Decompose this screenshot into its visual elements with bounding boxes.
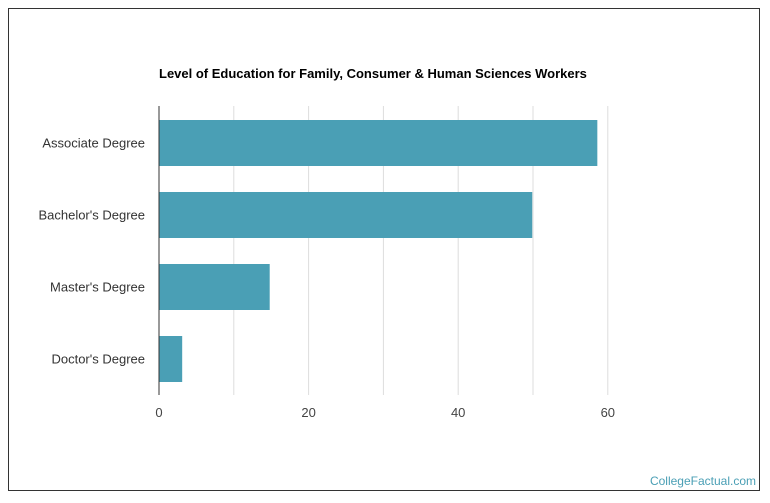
x-tick-label: 0 bbox=[155, 405, 162, 420]
x-tick-label: 60 bbox=[601, 405, 615, 420]
category-labels: Associate Degree Bachelor's Degree Master'… bbox=[38, 136, 145, 367]
x-tick-label: 40 bbox=[451, 405, 465, 420]
category-label: Bachelor's Degree bbox=[38, 208, 145, 223]
tick-labels: 0 20 40 60 bbox=[155, 405, 615, 420]
bar[interactable] bbox=[159, 192, 533, 238]
chart-title: Level of Education for Family, Consumer … bbox=[159, 66, 587, 81]
bar[interactable] bbox=[159, 336, 183, 382]
bars bbox=[159, 120, 598, 382]
watermark-link[interactable]: CollegeFactual.com bbox=[649, 474, 756, 488]
chart-frame bbox=[8, 8, 760, 491]
category-label: Master's Degree bbox=[50, 280, 145, 295]
category-label: Associate Degree bbox=[42, 136, 145, 151]
bar[interactable] bbox=[159, 264, 270, 310]
category-label: Doctor's Degree bbox=[51, 352, 145, 367]
bar[interactable] bbox=[159, 120, 598, 166]
x-tick-label: 20 bbox=[301, 405, 315, 420]
